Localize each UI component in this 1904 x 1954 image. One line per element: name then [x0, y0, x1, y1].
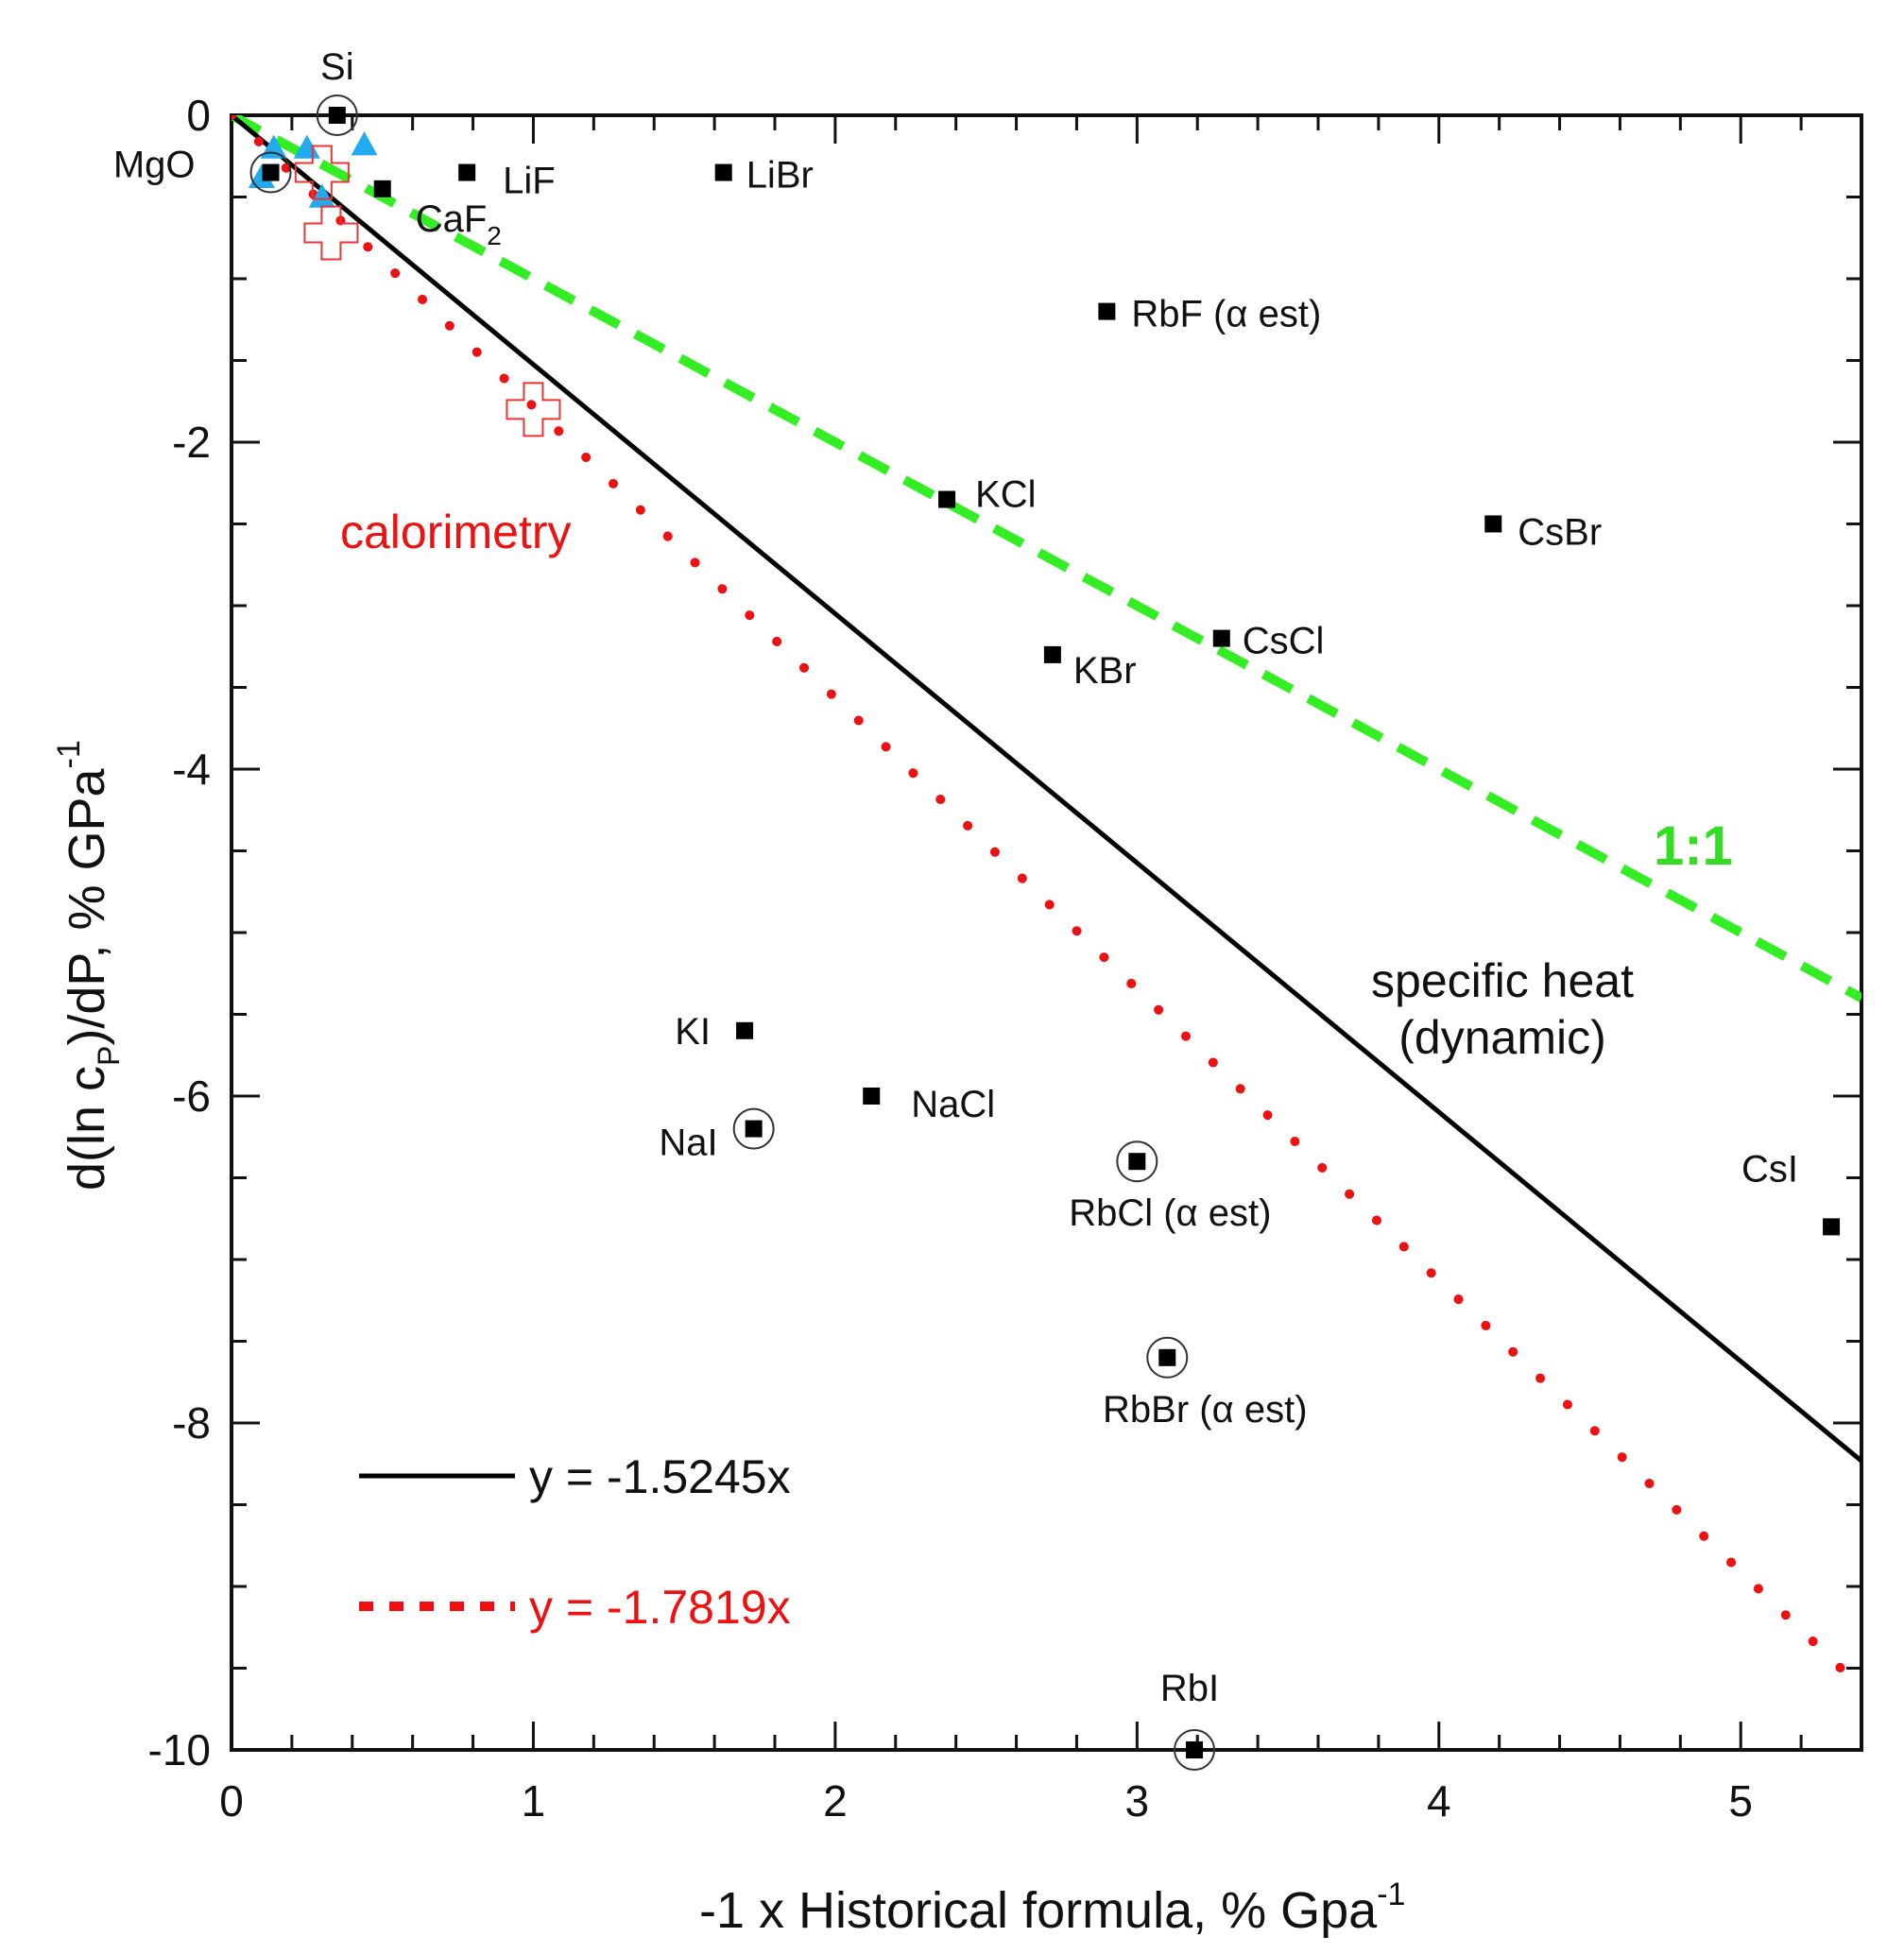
cscl-point: [1212, 629, 1230, 647]
nacl-point: [863, 1088, 881, 1105]
rbcl-point: [1128, 1153, 1146, 1171]
si-circle: [316, 94, 358, 136]
y-tick-label: -2: [172, 418, 211, 467]
y-tick-label: -6: [172, 1071, 211, 1121]
csi-point: [1823, 1218, 1841, 1236]
x-tick-label: 5: [1728, 1776, 1753, 1825]
x-tick-label: 4: [1427, 1776, 1451, 1825]
caf2-point: [373, 180, 391, 197]
cscl-label: CsCl: [1243, 621, 1325, 662]
y-tick-label: 0: [186, 91, 211, 140]
libr-label: LiBr: [746, 155, 814, 197]
calorimetry-annotation: calorimetry: [340, 506, 571, 558]
kbr-point: [1043, 645, 1061, 663]
calorimetry-markers: [294, 145, 561, 437]
caf2-label: CaF2: [416, 198, 502, 250]
rbi-circle: [1174, 1729, 1216, 1771]
legend: y = -1.5245x y = -1.7819x: [359, 1450, 791, 1634]
calorimetry-marker: [303, 205, 359, 261]
one-to-one-annotation: 1:1: [1654, 815, 1733, 877]
rbf-label: RbF (α est): [1131, 294, 1321, 335]
one-to-one-line: [232, 115, 1861, 1003]
nacl-label: NaCl: [911, 1084, 995, 1125]
calorimetry-marker: [506, 382, 561, 437]
csbr-point: [1484, 515, 1502, 533]
libr-point: [714, 163, 732, 181]
triangle-marker: [308, 183, 335, 208]
y-tick-label: -8: [172, 1398, 211, 1448]
axis-ticks: [230, 113, 1863, 1752]
mgo-label: MgO: [113, 145, 196, 186]
specific-heat-fit-line: [232, 115, 1861, 1464]
csi-label: CsI: [1741, 1148, 1798, 1190]
specific-heat-annotation-2: (dynamic): [1398, 1011, 1605, 1064]
x-tick-label: 2: [823, 1776, 848, 1825]
rbbr-circle: [1146, 1336, 1189, 1379]
specific-heat-annotation: specific heat: [1371, 954, 1634, 1007]
csbr-label: CsBr: [1518, 512, 1602, 554]
nai-label: NaI: [659, 1123, 717, 1164]
legend-dotted-label: y = -1.7819x: [529, 1581, 791, 1634]
rbcl-circle: [1116, 1140, 1158, 1183]
triangle-marker: [351, 131, 378, 156]
x-tick-label: 1: [522, 1776, 546, 1825]
triangle-marker: [248, 163, 275, 188]
kcl-point: [938, 490, 956, 508]
legend-solid-label: y = -1.5245x: [529, 1450, 791, 1503]
rbi-point: [1186, 1741, 1204, 1758]
kcl-label: KCl: [975, 474, 1036, 516]
ki-point: [736, 1021, 754, 1039]
y-tick-label: -10: [148, 1725, 211, 1774]
rbbr-label: RbBr (α est): [1103, 1389, 1308, 1431]
lif-point: [458, 163, 476, 181]
calorimetry-marker: [294, 145, 350, 200]
rbcl-label: RbCl (α est): [1069, 1192, 1271, 1234]
fit-lines: [232, 115, 1861, 1693]
y-tick-label: -4: [172, 745, 211, 794]
si-label: Si: [320, 46, 354, 88]
kbr-label: KBr: [1073, 650, 1137, 692]
y-axis-title: d(ln cP)/dP, % GPa-1: [51, 740, 126, 1191]
x-tick-label: 3: [1125, 1776, 1150, 1825]
si-point: [328, 107, 346, 124]
ki-label: KI: [675, 1011, 711, 1053]
nai-point: [745, 1120, 763, 1138]
x-tick-label: 0: [219, 1776, 244, 1825]
axis-tick-labels: 0 1 2 3 4 5 0 -2 -4 -6 -8 -10: [148, 91, 1754, 1825]
lif-label: LiF: [503, 161, 556, 202]
nai-circle: [732, 1107, 775, 1150]
plot-frame: [230, 113, 1863, 1752]
mgo-circle: [249, 151, 292, 194]
rbf-point: [1098, 302, 1116, 320]
data-points: [249, 94, 1841, 1771]
calorimetry-fit-line: [232, 115, 1861, 1693]
rbi-label: RbI: [1160, 1668, 1219, 1709]
mgo-point: [262, 163, 280, 181]
x-axis-title: -1 x Historical formula, % Gpa-1: [699, 1877, 1405, 1939]
triangle-marker: [293, 134, 320, 159]
rbbr-point: [1158, 1348, 1176, 1366]
